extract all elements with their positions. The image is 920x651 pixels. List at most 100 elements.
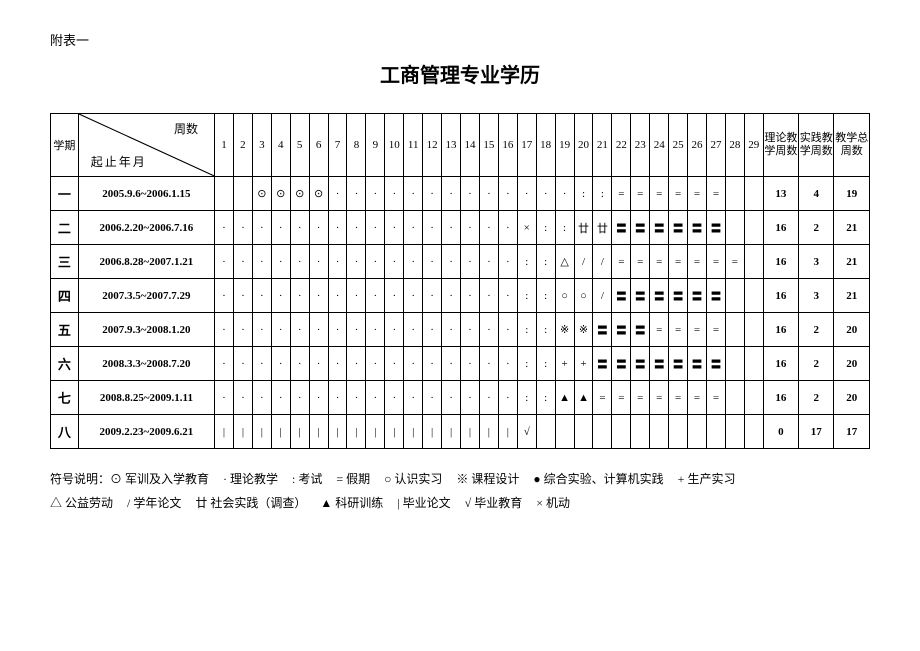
summary-cell: 16 <box>763 211 798 245</box>
week-cell: · <box>385 347 404 381</box>
week-cell: = <box>612 381 631 415</box>
week-cell: · <box>479 313 498 347</box>
table-row: 六2008.3.3~2008.7.20················::++〓… <box>51 347 870 381</box>
week-cell: ▲ <box>555 381 574 415</box>
week-cell <box>574 415 593 449</box>
hdr-week: 25 <box>669 114 688 177</box>
summary-cell: 19 <box>834 177 870 211</box>
week-cell <box>725 415 744 449</box>
semester-cell: 三 <box>51 245 79 279</box>
hdr-semester: 学期 <box>51 114 79 177</box>
hdr-week: 21 <box>593 114 612 177</box>
week-cell: · <box>404 177 423 211</box>
summary-cell: 21 <box>834 279 870 313</box>
week-cell: · <box>252 211 271 245</box>
summary-cell: 3 <box>799 245 834 279</box>
summary-cell: 17 <box>834 415 870 449</box>
week-cell: · <box>366 245 385 279</box>
week-cell: · <box>233 279 252 313</box>
week-cell: | <box>366 415 385 449</box>
week-cell <box>744 279 763 313</box>
week-cell: · <box>347 177 366 211</box>
legend-line-2: △ 公益劳动/ 学年论文廿 社会实践（调查）▲ 科研训练| 毕业论文√ 毕业教育… <box>50 491 870 515</box>
summary-cell: 17 <box>799 415 834 449</box>
summary-cell: 2 <box>799 381 834 415</box>
week-cell <box>536 415 555 449</box>
week-cell: · <box>479 347 498 381</box>
hdr-week: 20 <box>574 114 593 177</box>
week-cell: 〓 <box>688 211 707 245</box>
hdr-week: 27 <box>707 114 726 177</box>
week-cell: = <box>612 245 631 279</box>
week-cell: · <box>442 177 461 211</box>
summary-cell: 20 <box>834 381 870 415</box>
hdr-week: 29 <box>744 114 763 177</box>
week-cell: | <box>423 415 442 449</box>
summary-cell: 4 <box>799 177 834 211</box>
week-cell: : <box>517 245 536 279</box>
week-cell: 〓 <box>631 279 650 313</box>
week-cell: : <box>574 177 593 211</box>
week-cell: = <box>631 381 650 415</box>
summary-cell: 13 <box>763 177 798 211</box>
hdr-week: 19 <box>555 114 574 177</box>
week-cell: | <box>461 415 480 449</box>
hdr-week: 22 <box>612 114 631 177</box>
week-cell: · <box>328 347 347 381</box>
table-row: 五2007.9.3~2008.1.20················::※※〓… <box>51 313 870 347</box>
semester-cell: 八 <box>51 415 79 449</box>
week-cell: = <box>688 381 707 415</box>
week-cell: · <box>442 381 461 415</box>
week-cell: · <box>385 313 404 347</box>
hdr-week: 2 <box>233 114 252 177</box>
week-cell: = <box>669 313 688 347</box>
week-cell: · <box>271 313 290 347</box>
table-row: 二2006.2.20~2006.7.16················×::廿… <box>51 211 870 245</box>
hdr-week: 10 <box>385 114 404 177</box>
week-cell: · <box>404 313 423 347</box>
week-cell: · <box>271 347 290 381</box>
hdr-week: 7 <box>328 114 347 177</box>
week-cell: · <box>366 177 385 211</box>
hdr-week: 3 <box>252 114 271 177</box>
week-cell: · <box>498 279 517 313</box>
week-cell: 〓 <box>612 279 631 313</box>
week-cell: + <box>574 347 593 381</box>
hdr-week: 17 <box>517 114 536 177</box>
date-range-cell: 2006.8.28~2007.1.21 <box>78 245 214 279</box>
week-cell: · <box>328 279 347 313</box>
hdr-week: 24 <box>650 114 669 177</box>
week-cell <box>707 415 726 449</box>
week-cell: · <box>215 381 234 415</box>
date-range-cell: 2009.2.23~2009.6.21 <box>78 415 214 449</box>
week-cell: | <box>271 415 290 449</box>
semester-cell: 二 <box>51 211 79 245</box>
week-cell: = <box>688 313 707 347</box>
week-cell: : <box>517 279 536 313</box>
week-cell: · <box>328 177 347 211</box>
summary-cell: 0 <box>763 415 798 449</box>
week-cell: : <box>593 177 612 211</box>
week-cell: · <box>215 245 234 279</box>
week-cell: : <box>536 347 555 381</box>
week-cell: ○ <box>574 279 593 313</box>
week-cell: · <box>309 347 328 381</box>
week-cell: · <box>347 279 366 313</box>
week-cell: · <box>347 313 366 347</box>
hdr-week: 18 <box>536 114 555 177</box>
date-range-cell: 2007.9.3~2008.1.20 <box>78 313 214 347</box>
week-cell <box>688 415 707 449</box>
week-cell: = <box>631 177 650 211</box>
week-cell: 〓 <box>631 347 650 381</box>
week-cell: · <box>328 381 347 415</box>
week-cell: · <box>536 177 555 211</box>
week-cell: | <box>347 415 366 449</box>
week-cell: · <box>442 347 461 381</box>
week-cell: = <box>707 245 726 279</box>
week-cell: = <box>688 177 707 211</box>
week-cell: · <box>215 347 234 381</box>
week-cell: / <box>593 245 612 279</box>
week-cell: · <box>252 381 271 415</box>
hdr-week: 8 <box>347 114 366 177</box>
week-cell: ⊙ <box>252 177 271 211</box>
